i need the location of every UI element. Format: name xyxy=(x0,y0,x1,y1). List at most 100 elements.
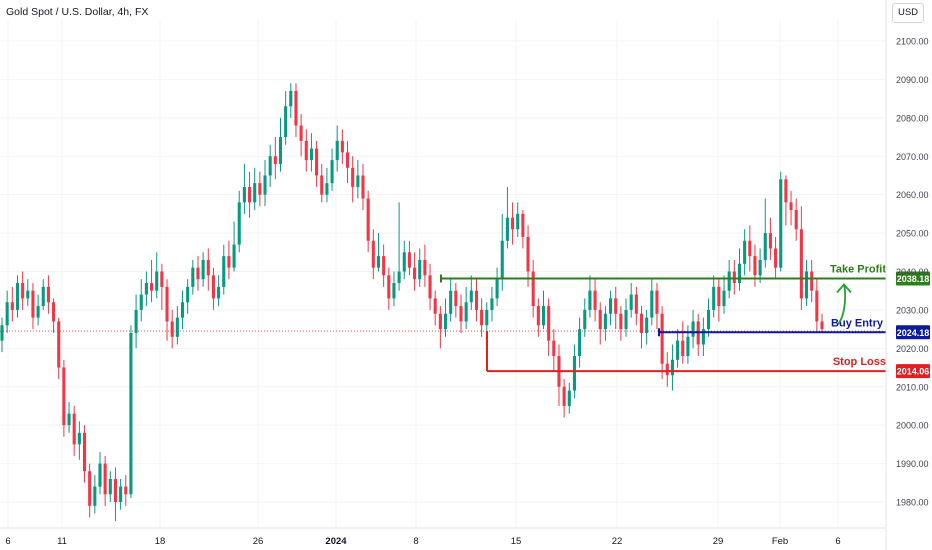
candle xyxy=(624,298,628,337)
candle xyxy=(186,279,190,314)
candle-body xyxy=(294,90,298,126)
candle xyxy=(93,475,97,514)
candle-body xyxy=(387,275,391,299)
candle-body xyxy=(124,486,128,495)
candle xyxy=(289,83,293,118)
candle-body xyxy=(655,290,659,314)
candle xyxy=(21,271,25,310)
candle-body xyxy=(511,217,515,230)
candle-body xyxy=(366,198,370,241)
candle xyxy=(464,286,468,330)
candle xyxy=(670,344,674,391)
candle xyxy=(67,402,71,433)
candle xyxy=(469,275,473,310)
candle xyxy=(160,263,164,310)
candle-body xyxy=(712,286,716,310)
candle xyxy=(629,283,633,318)
time-axis[interactable]: 6 11 18 26 2024 8 15 22 29 Feb 6 xyxy=(0,527,886,547)
candle xyxy=(371,229,375,280)
candle-body xyxy=(474,290,479,310)
candle xyxy=(423,244,427,287)
candle-body xyxy=(15,283,20,310)
candle-body xyxy=(691,321,695,337)
candle xyxy=(227,240,231,280)
candle-body xyxy=(686,336,690,357)
candle-body xyxy=(784,179,788,203)
price-tick-label: 2070.00 xyxy=(896,152,929,162)
candle xyxy=(743,229,747,276)
candle xyxy=(511,202,515,245)
candle-body xyxy=(46,286,50,303)
candle-body xyxy=(320,175,324,195)
candle xyxy=(810,259,814,303)
candle xyxy=(480,298,484,337)
candle-body xyxy=(438,313,442,330)
candle-body xyxy=(371,240,375,268)
candle-body xyxy=(170,321,174,337)
candle xyxy=(72,405,76,456)
candle-body xyxy=(820,321,824,330)
candle-body xyxy=(268,156,272,176)
candle xyxy=(284,90,288,145)
candle-body xyxy=(180,302,185,318)
candle-body xyxy=(737,263,742,284)
candle xyxy=(392,271,396,307)
candle xyxy=(521,210,525,249)
price-tick-label: 2010.00 xyxy=(896,382,929,392)
candle-body xyxy=(253,183,257,203)
candle-body xyxy=(624,309,628,330)
candle xyxy=(304,129,308,172)
candle xyxy=(531,259,535,318)
candle xyxy=(779,171,783,272)
candle xyxy=(217,275,221,307)
candle-body xyxy=(799,229,803,299)
candle xyxy=(382,244,386,287)
candle xyxy=(309,133,313,172)
candle-body xyxy=(0,325,4,341)
candle-body xyxy=(392,283,396,299)
candle xyxy=(459,294,463,333)
candle xyxy=(768,217,772,260)
candle xyxy=(696,313,700,357)
candle xyxy=(815,279,819,333)
candle xyxy=(413,252,417,291)
candle-body xyxy=(113,478,118,502)
candle xyxy=(407,240,411,276)
price-tick-label: 2000.00 xyxy=(896,421,929,431)
candle xyxy=(201,252,205,287)
candle-body xyxy=(335,140,339,161)
candle-body xyxy=(356,175,360,187)
candle xyxy=(583,298,587,337)
candle xyxy=(175,306,179,345)
candle-body xyxy=(598,309,602,330)
currency-button[interactable]: USD xyxy=(892,3,924,23)
candle xyxy=(191,259,195,295)
candle xyxy=(119,478,123,510)
candle-body xyxy=(521,213,525,237)
candle xyxy=(345,140,350,184)
price-axis[interactable]: 2100.00 2090.00 2080.00 2070.00 2060.00 2050.… xyxy=(885,0,929,550)
candle xyxy=(150,259,154,303)
candle-body xyxy=(753,256,757,276)
candle xyxy=(134,294,138,349)
candle xyxy=(320,163,324,203)
candle xyxy=(619,306,623,341)
candle-body xyxy=(376,256,381,268)
candle xyxy=(62,359,66,437)
candle xyxy=(722,275,726,314)
candle-body xyxy=(469,290,473,303)
price-tick-label: 1980.00 xyxy=(896,498,929,508)
candle-body xyxy=(263,175,267,195)
candle xyxy=(196,256,200,291)
candle xyxy=(253,167,257,211)
candle-body xyxy=(278,137,283,164)
candle xyxy=(278,117,283,172)
candle xyxy=(686,325,690,364)
candle xyxy=(706,298,711,337)
candle xyxy=(784,175,788,226)
candle-body xyxy=(774,248,778,268)
candle-body xyxy=(5,302,9,326)
candle-body xyxy=(603,313,607,330)
candle xyxy=(614,286,618,330)
